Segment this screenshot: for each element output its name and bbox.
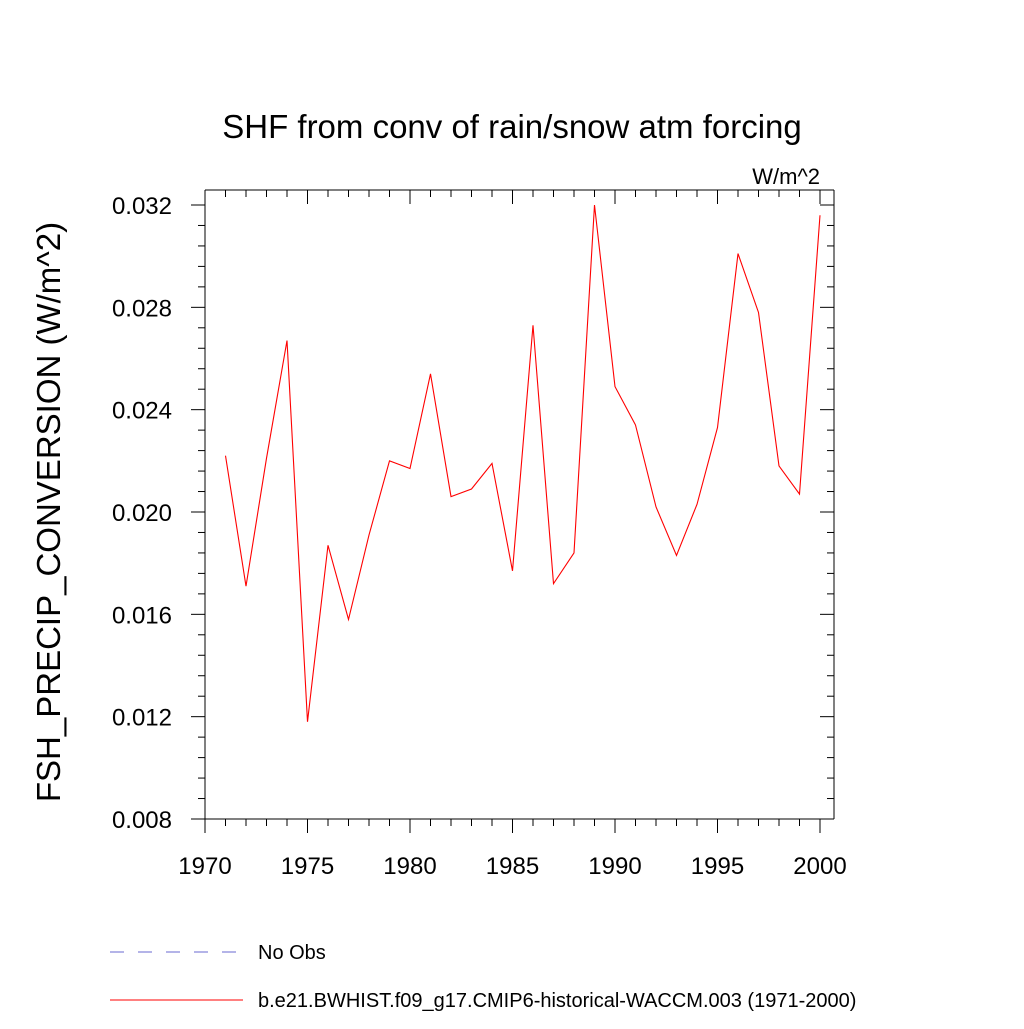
x-tick-label: 1980 xyxy=(383,853,436,880)
series-line xyxy=(224,204,821,722)
x-tick-label: 1995 xyxy=(691,853,744,880)
legend-label: b.e21.BWHIST.f09_g17.CMIP6-historical-WA… xyxy=(258,990,856,1012)
legend: No Obs b.e21.BWHIST.f09_g17.CMIP6-histori… xyxy=(110,942,856,1012)
axes: 1970 1975 1980 1985 1990 1995 2000 0.008 0.012 0.… xyxy=(112,189,847,880)
x-tick-label: 2000 xyxy=(793,853,846,880)
y-axis-label: FSH_PRECIP_CONVERSION (W/m^2) xyxy=(30,222,67,802)
x-tick-label: 1970 xyxy=(178,853,231,880)
y-tick-label: 0.028 xyxy=(112,295,172,322)
y-tick-label: 0.012 xyxy=(112,705,172,732)
y-tick-label: 0.032 xyxy=(112,193,172,220)
y-tick-label: 0.024 xyxy=(112,398,172,425)
legend-label: No Obs xyxy=(258,942,326,964)
units-label: W/m^2 xyxy=(752,164,820,189)
y-tick-label: 0.008 xyxy=(112,807,172,834)
x-tick-label: 1990 xyxy=(588,853,641,880)
y-tick-label: 0.020 xyxy=(112,500,172,527)
x-tick-label: 1985 xyxy=(486,853,539,880)
chart-title: SHF from conv of rain/snow atm forcing xyxy=(222,108,802,145)
x-tick-label: 1975 xyxy=(281,853,334,880)
series-lines xyxy=(224,204,821,722)
y-tick-label: 0.016 xyxy=(112,602,172,629)
